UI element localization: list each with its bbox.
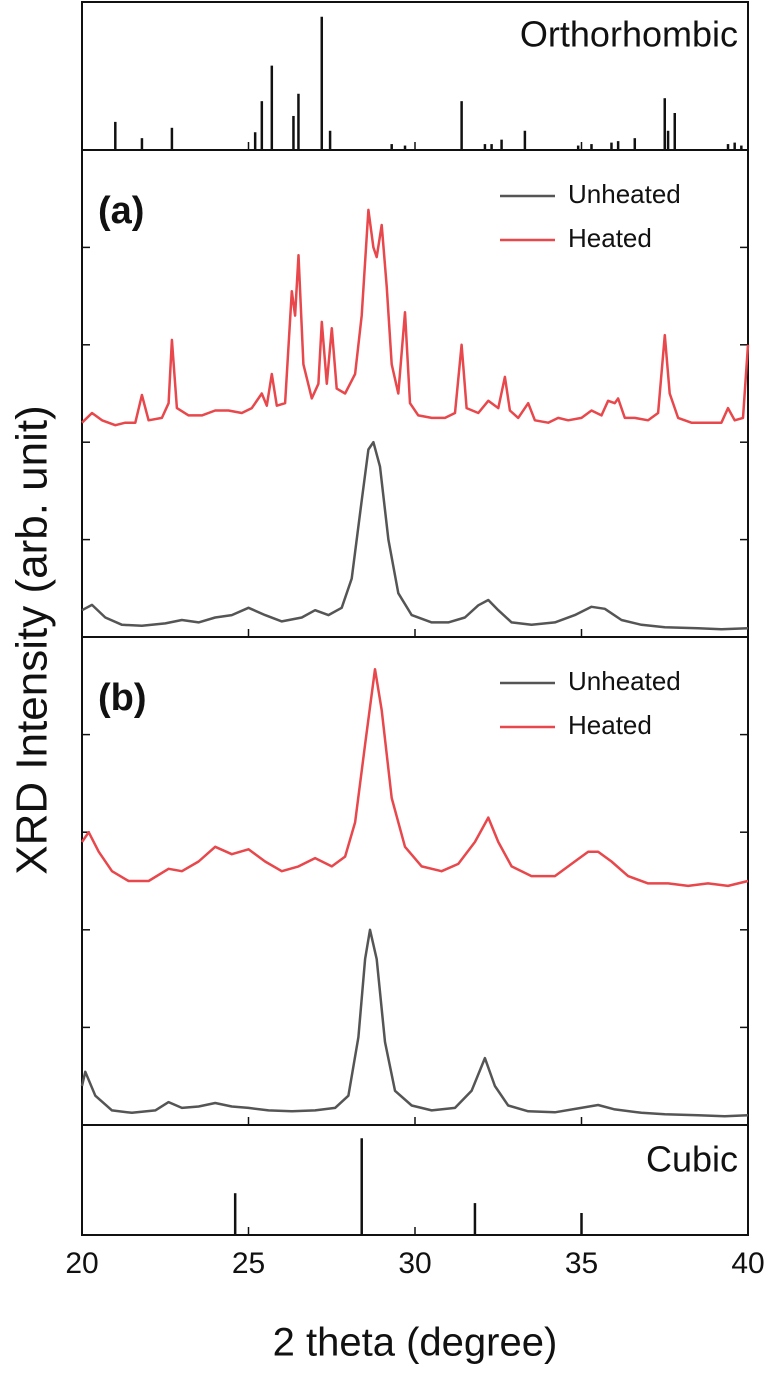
panel-title: Orthorhombic [520,14,738,55]
panel-title: Cubic [646,1139,738,1180]
x-tick-label: 20 [65,1247,98,1280]
line-series [80,928,749,1118]
legend-label: Heated [568,710,652,740]
legend-label: Unheated [568,179,681,209]
y-axis-label: XRD Intensity (arb. unit) [8,405,57,875]
panel-title: (b) [98,677,147,719]
x-tick-label: 35 [565,1247,598,1280]
legend-label: Heated [568,223,652,253]
x-tick-label: 40 [731,1247,764,1280]
x-tick-label: 25 [232,1247,265,1280]
line-series [81,440,749,631]
panel-title: (a) [98,190,144,232]
line-series [80,667,749,888]
x-tick-label: 30 [398,1247,431,1280]
line-series [81,208,750,427]
x-axis-label: 2 theta (degree) [273,1321,558,1365]
legend-label: Unheated [568,666,681,696]
